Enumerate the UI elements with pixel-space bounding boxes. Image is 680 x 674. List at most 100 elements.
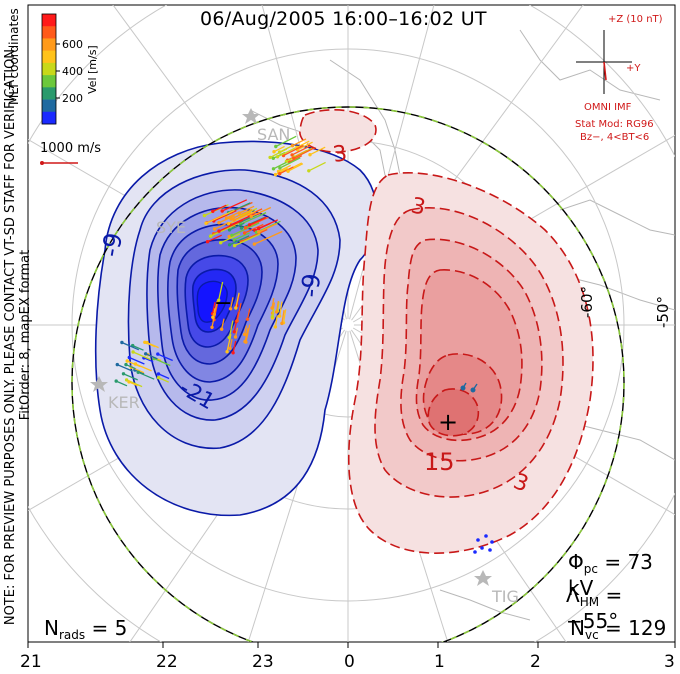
- velocity-vector: [211, 301, 216, 314]
- velocity-vector-origin: [227, 234, 231, 239]
- velocity-vector: [236, 302, 242, 321]
- mlt-tick: 22: [156, 652, 178, 672]
- velocity-vector-origin: [204, 221, 208, 225]
- velocity-vector-origin: [275, 155, 280, 159]
- velocity-vector-origin: [232, 218, 236, 222]
- station-label-sye: SYE: [156, 218, 186, 237]
- potential-min-marker: −: [214, 291, 232, 316]
- colorbar-band: [42, 75, 56, 88]
- velocity-vector: [291, 145, 311, 156]
- velocity-vector-origin: [227, 335, 231, 340]
- velocity-vector-origin: [145, 340, 149, 345]
- velocity-vector: [249, 216, 267, 226]
- velocity-vector: [233, 232, 250, 241]
- velocity-vector: [278, 164, 291, 173]
- velocity-vector-origin: [124, 378, 129, 382]
- velocity-vector: [126, 360, 141, 368]
- velocity-vector-origin: [271, 156, 275, 160]
- velocity-vector-origin: [232, 243, 237, 248]
- velocity-vector: [245, 324, 251, 343]
- velocity-vector: [258, 223, 278, 233]
- station-icon: [474, 570, 492, 586]
- velocity-vector-origin: [273, 172, 278, 177]
- velocity-vector: [244, 223, 264, 234]
- mlt-tick: 1: [434, 652, 445, 672]
- contour-label: -9: [296, 272, 326, 298]
- station-label-tig: TIG: [491, 587, 519, 606]
- velocity-vector: [125, 364, 136, 370]
- velocity-vector: [213, 300, 218, 315]
- colorbar-title: Vel [m/s]: [86, 45, 99, 94]
- velocity-vector-origin: [211, 315, 215, 319]
- velocity-vector: [146, 342, 159, 349]
- velocity-vector-origin: [120, 340, 124, 345]
- velocity-vector: [221, 318, 225, 330]
- station-label-san: SAN: [257, 125, 290, 144]
- vector-count: Nvc = 129: [570, 616, 667, 642]
- velocity-vector: [275, 167, 288, 176]
- velocity-vector-origin: [209, 234, 213, 238]
- velocity-vector-origin: [278, 166, 282, 170]
- velocity-vector-origin: [244, 340, 248, 344]
- velocity-vector: [235, 292, 240, 309]
- velocity-vector-origin: [127, 355, 131, 360]
- contour-label: 3: [409, 193, 428, 220]
- velocity-vector-origin: [257, 230, 261, 234]
- velocity-vector: [213, 210, 237, 222]
- velocity-vector: [123, 373, 138, 381]
- velocity-vector: [279, 157, 301, 169]
- imf-source: OMNI IMF: [584, 102, 632, 113]
- velocity-vector-origin: [220, 209, 224, 213]
- velocity-vector-origin: [227, 228, 232, 232]
- velocity-vector: [309, 146, 326, 156]
- velocity-vector-origin: [231, 351, 235, 355]
- colorbar-tick: 200: [62, 92, 83, 105]
- potential-max-marker: +: [438, 408, 458, 436]
- velocity-vector-origin: [211, 209, 215, 213]
- velocity-vector: [132, 351, 151, 361]
- velocity-vector: [115, 380, 128, 387]
- velocity-vector: [238, 205, 255, 214]
- pole-marker: [342, 319, 354, 331]
- velocity-vector-origin: [212, 227, 217, 231]
- velocity-vector-origin: [273, 325, 278, 329]
- velocity-vector-origin: [239, 226, 244, 230]
- velocity-vector: [212, 204, 227, 212]
- velocity-vector-origin: [274, 144, 278, 149]
- velocity-vector: [281, 309, 285, 324]
- velocity-vector: [254, 230, 283, 245]
- velocity-vector: [250, 206, 272, 217]
- velocity-vector: [207, 234, 222, 243]
- velocity-vector: [244, 327, 249, 342]
- colorbar-tick: 600: [62, 38, 83, 51]
- velocity-vector: [287, 163, 304, 172]
- velocity-vector-origin: [271, 167, 276, 171]
- velocity-colorbar: 200 400 600 Vel [m/s] MLT coordinates: [7, 8, 99, 125]
- velocity-vector: [279, 166, 294, 175]
- velocity-vector: [137, 371, 155, 380]
- velocity-vector: [294, 148, 312, 158]
- velocity-vector: [296, 140, 310, 148]
- station-icon: [90, 376, 108, 392]
- contour-label: 15: [424, 448, 455, 476]
- stat-model-condition: Bz−, 4<BT<6: [580, 132, 649, 143]
- velocity-vector: [218, 215, 235, 224]
- mlt-tick: 23: [252, 652, 274, 672]
- velocity-vector-origin: [234, 306, 238, 310]
- velocity-vector: [228, 320, 234, 338]
- velocity-vector: [274, 315, 278, 328]
- velocity-vector-origin: [114, 379, 118, 383]
- velocity-vector: [273, 145, 285, 153]
- velocity-vector-origin: [156, 372, 161, 376]
- velocity-vector: [308, 161, 326, 172]
- radar-count: Nrads = 5: [44, 616, 128, 642]
- reference-vector-label: 1000 m/s: [40, 141, 101, 156]
- radar-stations: SAN SYE KER TIG: [90, 108, 519, 606]
- cross-polar-cap-potential: Φpc = 73 kV: [568, 550, 653, 600]
- imf-y-label: +Y: [626, 63, 641, 74]
- hm-boundary-green: [71, 106, 625, 642]
- station-label-ker: KER: [108, 393, 140, 412]
- velocity-vector: [297, 141, 313, 151]
- velocity-vector-origin: [245, 317, 250, 321]
- velocity-vector: [218, 219, 244, 232]
